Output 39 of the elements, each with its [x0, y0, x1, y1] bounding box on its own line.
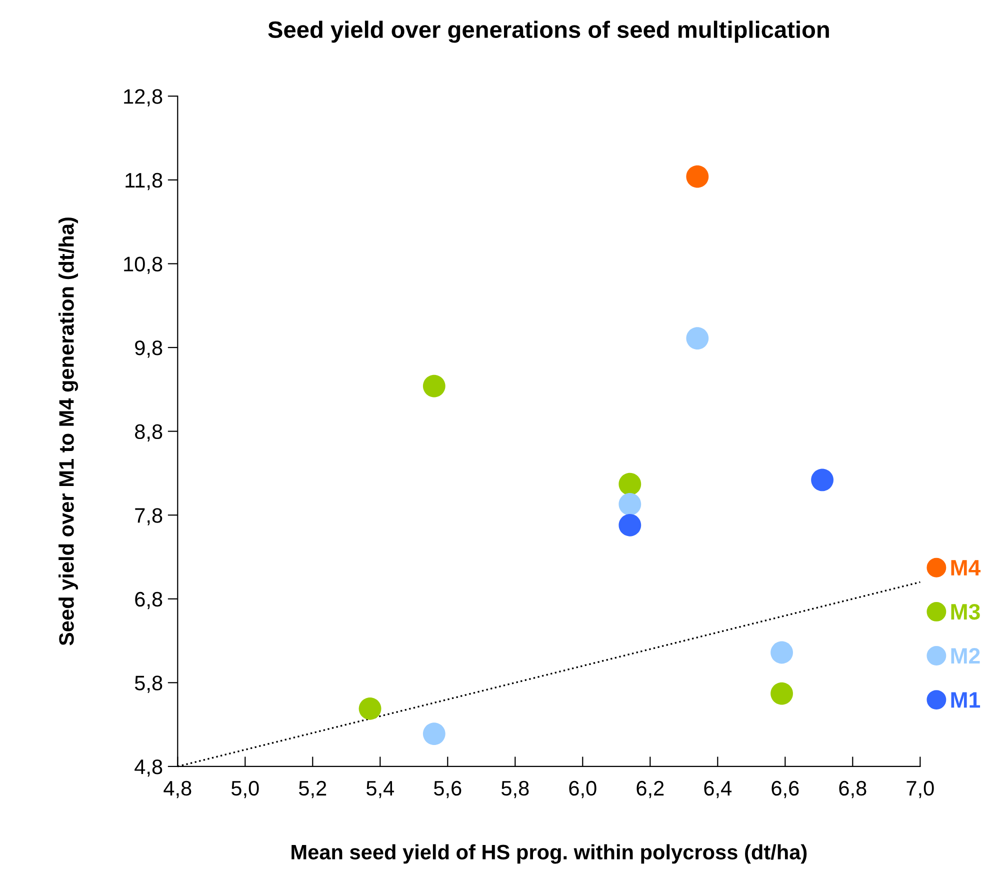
x-tick-label: 6,2: [636, 780, 664, 798]
y-tick-label: 7,8: [135, 508, 162, 526]
point: [358, 697, 382, 720]
point: [422, 374, 446, 398]
legend-label: M4: [951, 560, 981, 576]
x-tick-label: 6,8: [839, 780, 866, 798]
x-tick-label: 6,0: [569, 780, 596, 798]
x-tick-label: 5,4: [366, 781, 394, 798]
y-tick-label: 8,8: [135, 424, 162, 442]
x-tick-label: 4,8: [164, 780, 192, 798]
point: [618, 514, 642, 536]
point: [686, 165, 709, 188]
y-tick-label: 11,8: [126, 172, 162, 190]
y-tick-label: 5,8: [134, 676, 162, 693]
legend-label: M3: [951, 604, 980, 620]
point: [618, 472, 642, 496]
legend-label: M1: [951, 692, 980, 708]
point: [686, 327, 709, 350]
point: [618, 493, 642, 516]
y-tick-label: 12,8: [124, 89, 162, 106]
x-tick-label: 7,0: [906, 780, 934, 798]
x-tick-label: 5,8: [502, 780, 529, 798]
point: [422, 722, 446, 745]
x-tick-label: 6,6: [772, 780, 799, 798]
y-tick-label: 6,8: [135, 592, 162, 610]
y-tick-label: 4,8: [134, 759, 162, 777]
legend-label: M2: [951, 648, 980, 664]
point: [811, 468, 834, 492]
x-tick-label: 6,4: [704, 780, 732, 798]
point: [770, 682, 793, 705]
x-tick-label: 5,6: [434, 780, 462, 798]
y-tick-label: 10,8: [124, 256, 162, 274]
x-tick-label: 5,2: [299, 780, 326, 798]
point: [770, 641, 793, 664]
y-tick-label: 9,8: [135, 340, 162, 358]
chart-title: Seed yield over generations of seed multiplication: [268, 20, 829, 43]
x-axis-title: Mean seed yield of HS prog. within polycross (dt/ha): [292, 844, 807, 864]
x-tick-label: 5,0: [232, 780, 259, 798]
y-axis-title: Seed yield over M1 to M4 generation (dt/ha): [58, 218, 78, 646]
